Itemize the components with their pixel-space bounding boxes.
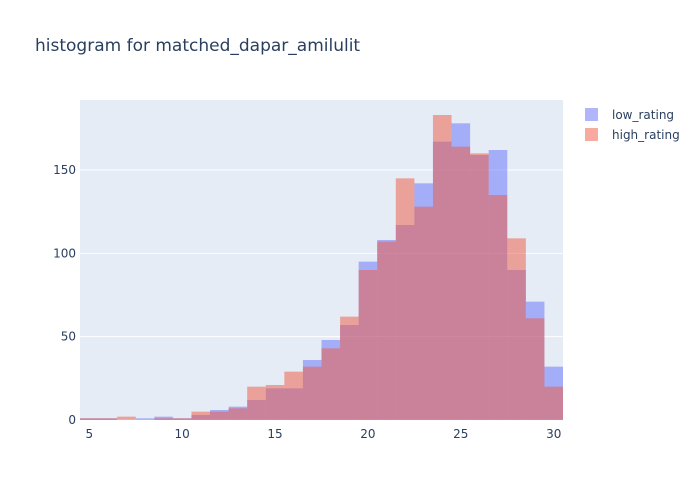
bar-high_rating-0 bbox=[80, 418, 99, 420]
legend-swatch-high_rating bbox=[585, 128, 598, 141]
legend: low_rating high_rating bbox=[585, 108, 680, 142]
bar-high_rating-17 bbox=[395, 178, 415, 420]
y-tick-label: 150 bbox=[53, 163, 76, 177]
bar-high_rating-14 bbox=[340, 316, 359, 420]
bar-low_rating-3 bbox=[135, 418, 155, 420]
bar-high_rating-24 bbox=[525, 318, 545, 420]
bar-low_rating-4 bbox=[154, 416, 173, 420]
bar-high_rating-6 bbox=[191, 411, 211, 420]
bar-high_rating-11 bbox=[284, 371, 303, 420]
bar-high_rating-1 bbox=[98, 418, 118, 420]
bar-high_rating-19 bbox=[432, 115, 452, 420]
bar-high_rating-2 bbox=[117, 416, 136, 420]
bar-high_rating-13 bbox=[321, 348, 341, 420]
x-tick-label: 10 bbox=[175, 427, 190, 441]
bar-high_rating-20 bbox=[451, 146, 471, 420]
legend-label-low_rating: low_rating bbox=[612, 108, 674, 122]
chart-title: histogram for matched_dapar_amilulit bbox=[35, 36, 360, 56]
bar-high_rating-5 bbox=[172, 418, 192, 420]
bar-high_rating-10 bbox=[265, 385, 285, 420]
x-tick-label: 25 bbox=[453, 427, 468, 441]
bar-high_rating-9 bbox=[247, 386, 266, 420]
bar-high_rating-8 bbox=[228, 408, 248, 420]
bar-high_rating-23 bbox=[507, 238, 526, 420]
bar-high_rating-18 bbox=[414, 206, 433, 420]
bars bbox=[80, 115, 563, 421]
bar-high_rating-16 bbox=[377, 241, 396, 420]
x-tick-label: 30 bbox=[546, 427, 561, 441]
x-axis-ticks: 5 10 15 20 25 30 bbox=[85, 427, 561, 441]
y-tick-label: 0 bbox=[68, 413, 76, 427]
bar-high_rating-7 bbox=[210, 411, 229, 420]
bar-high_rating-25 bbox=[544, 386, 563, 420]
x-tick-label: 5 bbox=[85, 427, 93, 441]
bar-high_rating-12 bbox=[302, 366, 322, 420]
x-tick-label: 15 bbox=[267, 427, 282, 441]
legend-swatch-low_rating bbox=[585, 108, 598, 121]
bar-high_rating-21 bbox=[470, 153, 489, 421]
bar-high_rating-15 bbox=[358, 270, 378, 420]
y-tick-label: 100 bbox=[53, 246, 76, 260]
x-tick-label: 20 bbox=[360, 427, 375, 441]
legend-label-high_rating: high_rating bbox=[612, 128, 680, 142]
y-tick-label: 50 bbox=[61, 330, 76, 344]
y-axis-ticks: 0 50 100 150 bbox=[53, 163, 76, 427]
bar-high_rating-4 bbox=[154, 418, 173, 420]
bar-high_rating-22 bbox=[488, 195, 508, 420]
